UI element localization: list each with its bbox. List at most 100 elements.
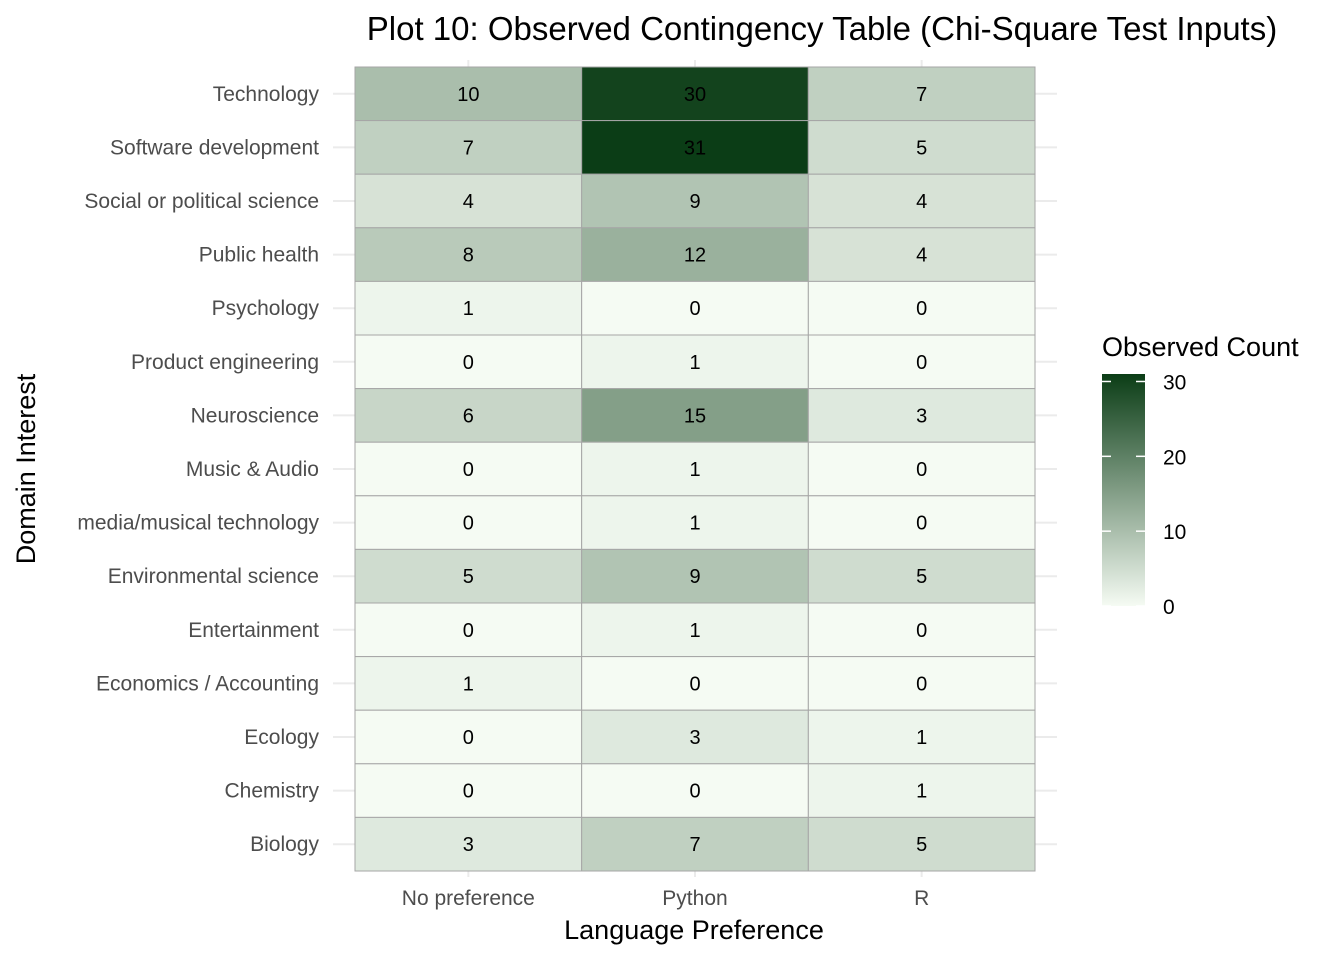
cell-value-label: 0 [689, 673, 700, 695]
heatmap-cell [807, 120, 1036, 175]
heatmap-cell [354, 602, 583, 658]
cell-value-label: 3 [689, 727, 700, 749]
heatmap-cell [581, 816, 809, 872]
cell-value-label: 0 [463, 727, 474, 749]
heatmap-cell [354, 495, 583, 550]
cell-value-label: 1 [463, 673, 474, 695]
cell-value-labels: 10 30 77 31 54 9 48 12 41 0 00 1 06 15 30 1 00 1 05 9 50 1 01 0… [457, 84, 927, 856]
heatmap-cell [807, 173, 1036, 229]
heatmap-cell [581, 495, 809, 550]
y-tick-label: Product engineering [131, 351, 319, 374]
cell-value-label: 0 [463, 459, 474, 481]
cell-value-label: 8 [463, 245, 474, 267]
cell-value-label: 9 [689, 191, 700, 213]
heatmap-cell [581, 334, 809, 390]
cell-value-label: 1 [689, 620, 700, 642]
y-tick-label: Software development [110, 136, 319, 159]
x-tick-label: Python [662, 887, 727, 910]
y-tick-label: Psychology [212, 297, 320, 320]
x-tick-label: R [914, 887, 929, 910]
cell-value-label: 4 [916, 245, 927, 267]
x-axis-tick-labels: No preference Python R [402, 887, 929, 910]
heatmap-cell [354, 173, 583, 229]
y-axis-tick-labels: Technology Software development Social or … [77, 83, 319, 856]
heatmap-cell [581, 173, 809, 229]
heatmap-cell [807, 280, 1036, 336]
y-tick-label: Public health [199, 244, 319, 267]
cell-value-label: 1 [689, 352, 700, 374]
cell-value-label: 5 [463, 566, 474, 588]
heatmap-cell [354, 334, 583, 390]
y-tick-label: media/musical technology [77, 512, 319, 535]
heatmap-cell [354, 763, 583, 818]
y-tick-label: Social or political science [84, 190, 319, 213]
heatmap-cell [354, 816, 583, 872]
heatmap-cell [807, 227, 1036, 282]
cell-value-label: 1 [916, 727, 927, 749]
heatmap-cell [807, 709, 1036, 765]
heatmap-cell [354, 227, 583, 282]
y-axis-title: Domain Interest [11, 373, 41, 564]
cell-value-label: 12 [684, 245, 706, 267]
heatmap-cell [581, 227, 809, 282]
cell-value-label: 7 [463, 137, 474, 159]
y-tick-label: Chemistry [224, 780, 319, 803]
y-tick-label: Environmental science [108, 565, 319, 588]
cell-value-label: 5 [916, 834, 927, 856]
cell-value-label: 0 [916, 620, 927, 642]
legend-tick-label: 30 [1163, 371, 1186, 394]
heatmap-cell [581, 441, 809, 497]
heatmap-cell [581, 280, 809, 336]
cell-value-label: 6 [463, 405, 474, 427]
cell-value-label: 7 [689, 834, 700, 856]
cell-value-label: 31 [684, 137, 706, 159]
cell-value-label: 9 [689, 566, 700, 588]
heatmap-cell [581, 656, 809, 711]
cell-value-label: 1 [689, 513, 700, 535]
y-tick-label: Biology [250, 833, 319, 856]
legend-tick-label: 20 [1163, 446, 1186, 469]
heatmap-cell [807, 388, 1036, 443]
cell-value-label: 0 [916, 298, 927, 320]
color-legend: Observed Count 0 10 20 30 [1102, 332, 1299, 619]
y-tick-label: Economics / Accounting [96, 672, 319, 695]
cell-value-label: 0 [916, 673, 927, 695]
heatmap-cell [354, 66, 583, 122]
y-tick-label: Entertainment [188, 619, 319, 642]
chart-title: Plot 10: Observed Contingency Table (Chi… [367, 10, 1277, 47]
heatmap-cell [807, 495, 1036, 550]
cell-value-label: 5 [916, 137, 927, 159]
heatmap-cell [581, 602, 809, 658]
cell-value-label: 0 [463, 620, 474, 642]
cell-value-label: 0 [916, 352, 927, 374]
legend-ticks: 0 10 20 30 [1102, 371, 1186, 619]
cell-value-label: 1 [916, 781, 927, 803]
cell-value-label: 5 [916, 566, 927, 588]
heatmap-cell [807, 763, 1036, 818]
cell-value-label: 10 [457, 84, 479, 106]
heatmap-cell [581, 66, 809, 122]
cell-value-label: 1 [689, 459, 700, 481]
y-tick-label: Technology [213, 83, 320, 106]
cell-value-label: 3 [916, 405, 927, 427]
heatmap-cells [354, 66, 1036, 872]
heatmap-cell [354, 441, 583, 497]
heatmap-cell [807, 441, 1036, 497]
heatmap-cell [807, 656, 1036, 711]
y-tick-label: Ecology [244, 726, 319, 749]
legend-title: Observed Count [1102, 332, 1299, 362]
heatmap-cell [581, 763, 809, 818]
cell-value-label: 3 [463, 834, 474, 856]
heatmap-cell [807, 334, 1036, 390]
cell-value-label: 0 [463, 781, 474, 803]
legend-color-bar [1102, 374, 1145, 606]
heatmap-cell [807, 816, 1036, 872]
x-tick-label: No preference [402, 887, 535, 910]
cell-value-label: 15 [684, 405, 706, 427]
cell-value-label: 0 [916, 513, 927, 535]
legend-tick-label: 10 [1163, 521, 1186, 544]
cell-value-label: 0 [463, 513, 474, 535]
y-tick-label: Neuroscience [191, 404, 319, 427]
cell-value-label: 0 [916, 459, 927, 481]
